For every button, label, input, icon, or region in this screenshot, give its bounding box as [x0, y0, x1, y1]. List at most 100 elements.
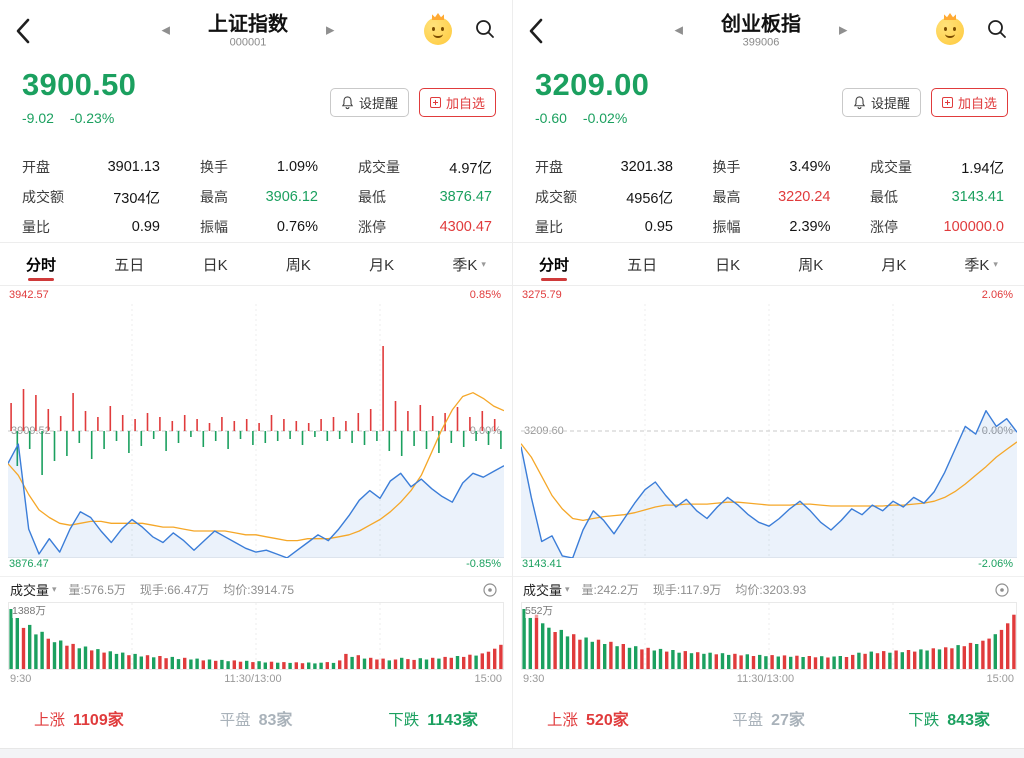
- mascot-icon[interactable]: [936, 13, 964, 45]
- tab-label: 分时: [26, 256, 57, 274]
- tab-label: 季K: [452, 256, 478, 274]
- tab-label: 周K: [285, 256, 311, 274]
- volume-chart-canvas: [8, 602, 504, 670]
- stats-grid: 开盘 3901.13 换手 1.09% 成交量 4.97亿 成交额 7304亿 最高 3906.1…: [0, 150, 512, 242]
- price-section: 3209.00 -0.60 -0.02% 设提醒 加自: [513, 62, 1024, 150]
- settings-circle-icon: [483, 582, 497, 597]
- minute-chart[interactable]: 3942.57 0.85% 3909.52 0.00% 3876.47 -0.8…: [0, 286, 512, 576]
- stat-cell: 换手 3.49%: [713, 157, 831, 177]
- chart-low-label: 3143.41: [521, 558, 563, 570]
- price-change-value: -9.02: [22, 110, 54, 126]
- stat-value: 4300.47: [439, 219, 492, 235]
- tab-1[interactable]: 五日: [627, 243, 657, 285]
- stat-label: 成交额: [535, 189, 577, 205]
- stat-label: 成交量: [358, 159, 400, 175]
- tab-label: 五日: [114, 256, 145, 274]
- chart-low-pct-label: -2.06%: [977, 558, 1014, 570]
- back-button[interactable]: [14, 16, 34, 51]
- stat-label: 量比: [535, 219, 563, 235]
- prev-index-arrow[interactable]: ◀: [674, 24, 683, 37]
- stat-value: 2.39%: [789, 219, 831, 235]
- breadth-label: 上涨: [34, 712, 66, 729]
- price-change: -9.02 -0.23%: [22, 110, 512, 126]
- chevron-down-icon: ▾: [52, 584, 57, 594]
- tab-3[interactable]: 周K: [286, 243, 311, 285]
- stat-label: 量比: [22, 219, 50, 235]
- set-alert-button[interactable]: 设提醒: [329, 88, 409, 117]
- top-bar: ◀ 上证指数 000001 ▶: [0, 0, 512, 62]
- add-watchlist-button[interactable]: 加自选: [418, 88, 496, 117]
- index-price: 3209.00: [535, 67, 650, 102]
- set-alert-label: 设提醒: [870, 96, 910, 111]
- index-switcher: ◀ 创业板指 399006 ▶: [675, 14, 848, 49]
- stat-label: 涨停: [358, 219, 386, 235]
- bell-icon: [341, 96, 354, 110]
- tab-2[interactable]: 日K: [203, 243, 228, 285]
- chart-high-label: 3275.79: [521, 289, 563, 301]
- stat-cell: 振幅 2.39%: [713, 217, 831, 237]
- settings-icon[interactable]: [994, 582, 1010, 598]
- time-tick: 11:30/13:00: [736, 673, 795, 685]
- add-watchlist-button[interactable]: 加自选: [930, 88, 1008, 117]
- tab-4[interactable]: 月K: [369, 243, 394, 285]
- tab-0[interactable]: 分时: [539, 243, 569, 285]
- volume-value: 量:242.2万: [581, 583, 639, 597]
- stat-value: 1.09%: [276, 159, 318, 175]
- crown-icon: [432, 13, 444, 20]
- tab-2[interactable]: 日K: [715, 243, 740, 285]
- volume-indicator-selector[interactable]: 成交量 ▾: [523, 580, 570, 599]
- volume-chart[interactable]: 1388万: [8, 602, 504, 670]
- next-index-arrow[interactable]: ▶: [326, 24, 335, 37]
- volume-chart[interactable]: 552万: [521, 602, 1017, 670]
- volume-value: 量:576.5万: [68, 583, 126, 597]
- chart-high-label: 3942.57: [8, 289, 50, 301]
- stat-cell: 成交量 1.94亿: [870, 157, 1004, 178]
- volume-header: 成交量 ▾ 量:576.5万 现手:66.47万 均价:3914.75: [0, 576, 512, 602]
- stat-label: 最高: [200, 189, 228, 205]
- price-change-value: -0.60: [535, 110, 567, 126]
- mascot-icon[interactable]: [424, 13, 452, 45]
- market-breadth: 上涨 1109家 平盘 83家 下跌 1143家: [0, 688, 512, 748]
- stat-value: 3901.13: [107, 159, 160, 175]
- set-alert-button[interactable]: 设提醒: [841, 88, 921, 117]
- tab-label: 季K: [964, 256, 990, 274]
- settings-icon[interactable]: [482, 582, 498, 598]
- title-block: 上证指数 000001: [200, 14, 296, 49]
- tab-0[interactable]: 分时: [26, 243, 56, 285]
- volume-indicator-selector[interactable]: 成交量 ▾: [10, 580, 57, 599]
- stat-label: 换手: [712, 159, 741, 175]
- tab-4[interactable]: 月K: [881, 243, 906, 285]
- tab-3[interactable]: 周K: [798, 243, 823, 285]
- search-icon[interactable]: [474, 18, 496, 45]
- market-breadth: 上涨 520家 平盘 27家 下跌 843家: [513, 688, 1024, 748]
- prev-index-arrow[interactable]: ◀: [161, 24, 170, 37]
- set-alert-label: 设提醒: [358, 96, 398, 111]
- stat-value: 4956亿: [626, 190, 673, 207]
- tab-1[interactable]: 五日: [114, 243, 144, 285]
- index-code: 000001: [229, 36, 267, 49]
- tab-5[interactable]: 季K ▾: [452, 243, 486, 285]
- minute-chart[interactable]: 3275.79 2.06% 3209.60 0.00% 3143.41 -2.0…: [513, 286, 1024, 576]
- next-index-arrow[interactable]: ▶: [839, 24, 848, 37]
- stat-cell: 振幅 0.76%: [200, 217, 318, 237]
- add-watchlist-label: 加自选: [957, 96, 997, 111]
- volume-header: 成交量 ▾ 量:242.2万 现手:117.9万 均价:3203.93: [513, 576, 1024, 602]
- breadth-up: 上涨 1109家: [34, 706, 124, 730]
- stat-label: 最低: [870, 189, 898, 205]
- breadth-down: 下跌 843家: [908, 706, 990, 730]
- back-button[interactable]: [527, 16, 547, 51]
- stat-value: 3906.12: [265, 189, 318, 205]
- tab-label: 日K: [715, 256, 741, 274]
- stat-value: 0.95: [644, 219, 673, 235]
- avg-price-value: 均价:3203.93: [735, 583, 807, 597]
- stat-cell: 成交额 7304亿: [22, 187, 160, 208]
- search-icon[interactable]: [986, 18, 1008, 45]
- stat-cell: 成交量 4.97亿: [358, 157, 492, 178]
- volume-chart-canvas: [521, 602, 1017, 670]
- stat-value: 0.76%: [276, 219, 318, 235]
- tab-5[interactable]: 季K ▾: [964, 243, 998, 285]
- time-tick: 15:00: [474, 673, 502, 685]
- stats-grid: 开盘 3201.38 换手 3.49% 成交量 1.94亿 成交额 4956亿 最高 3220.2…: [513, 150, 1024, 242]
- back-chevron-icon: [529, 18, 543, 44]
- breadth-count: 1143家: [427, 712, 478, 729]
